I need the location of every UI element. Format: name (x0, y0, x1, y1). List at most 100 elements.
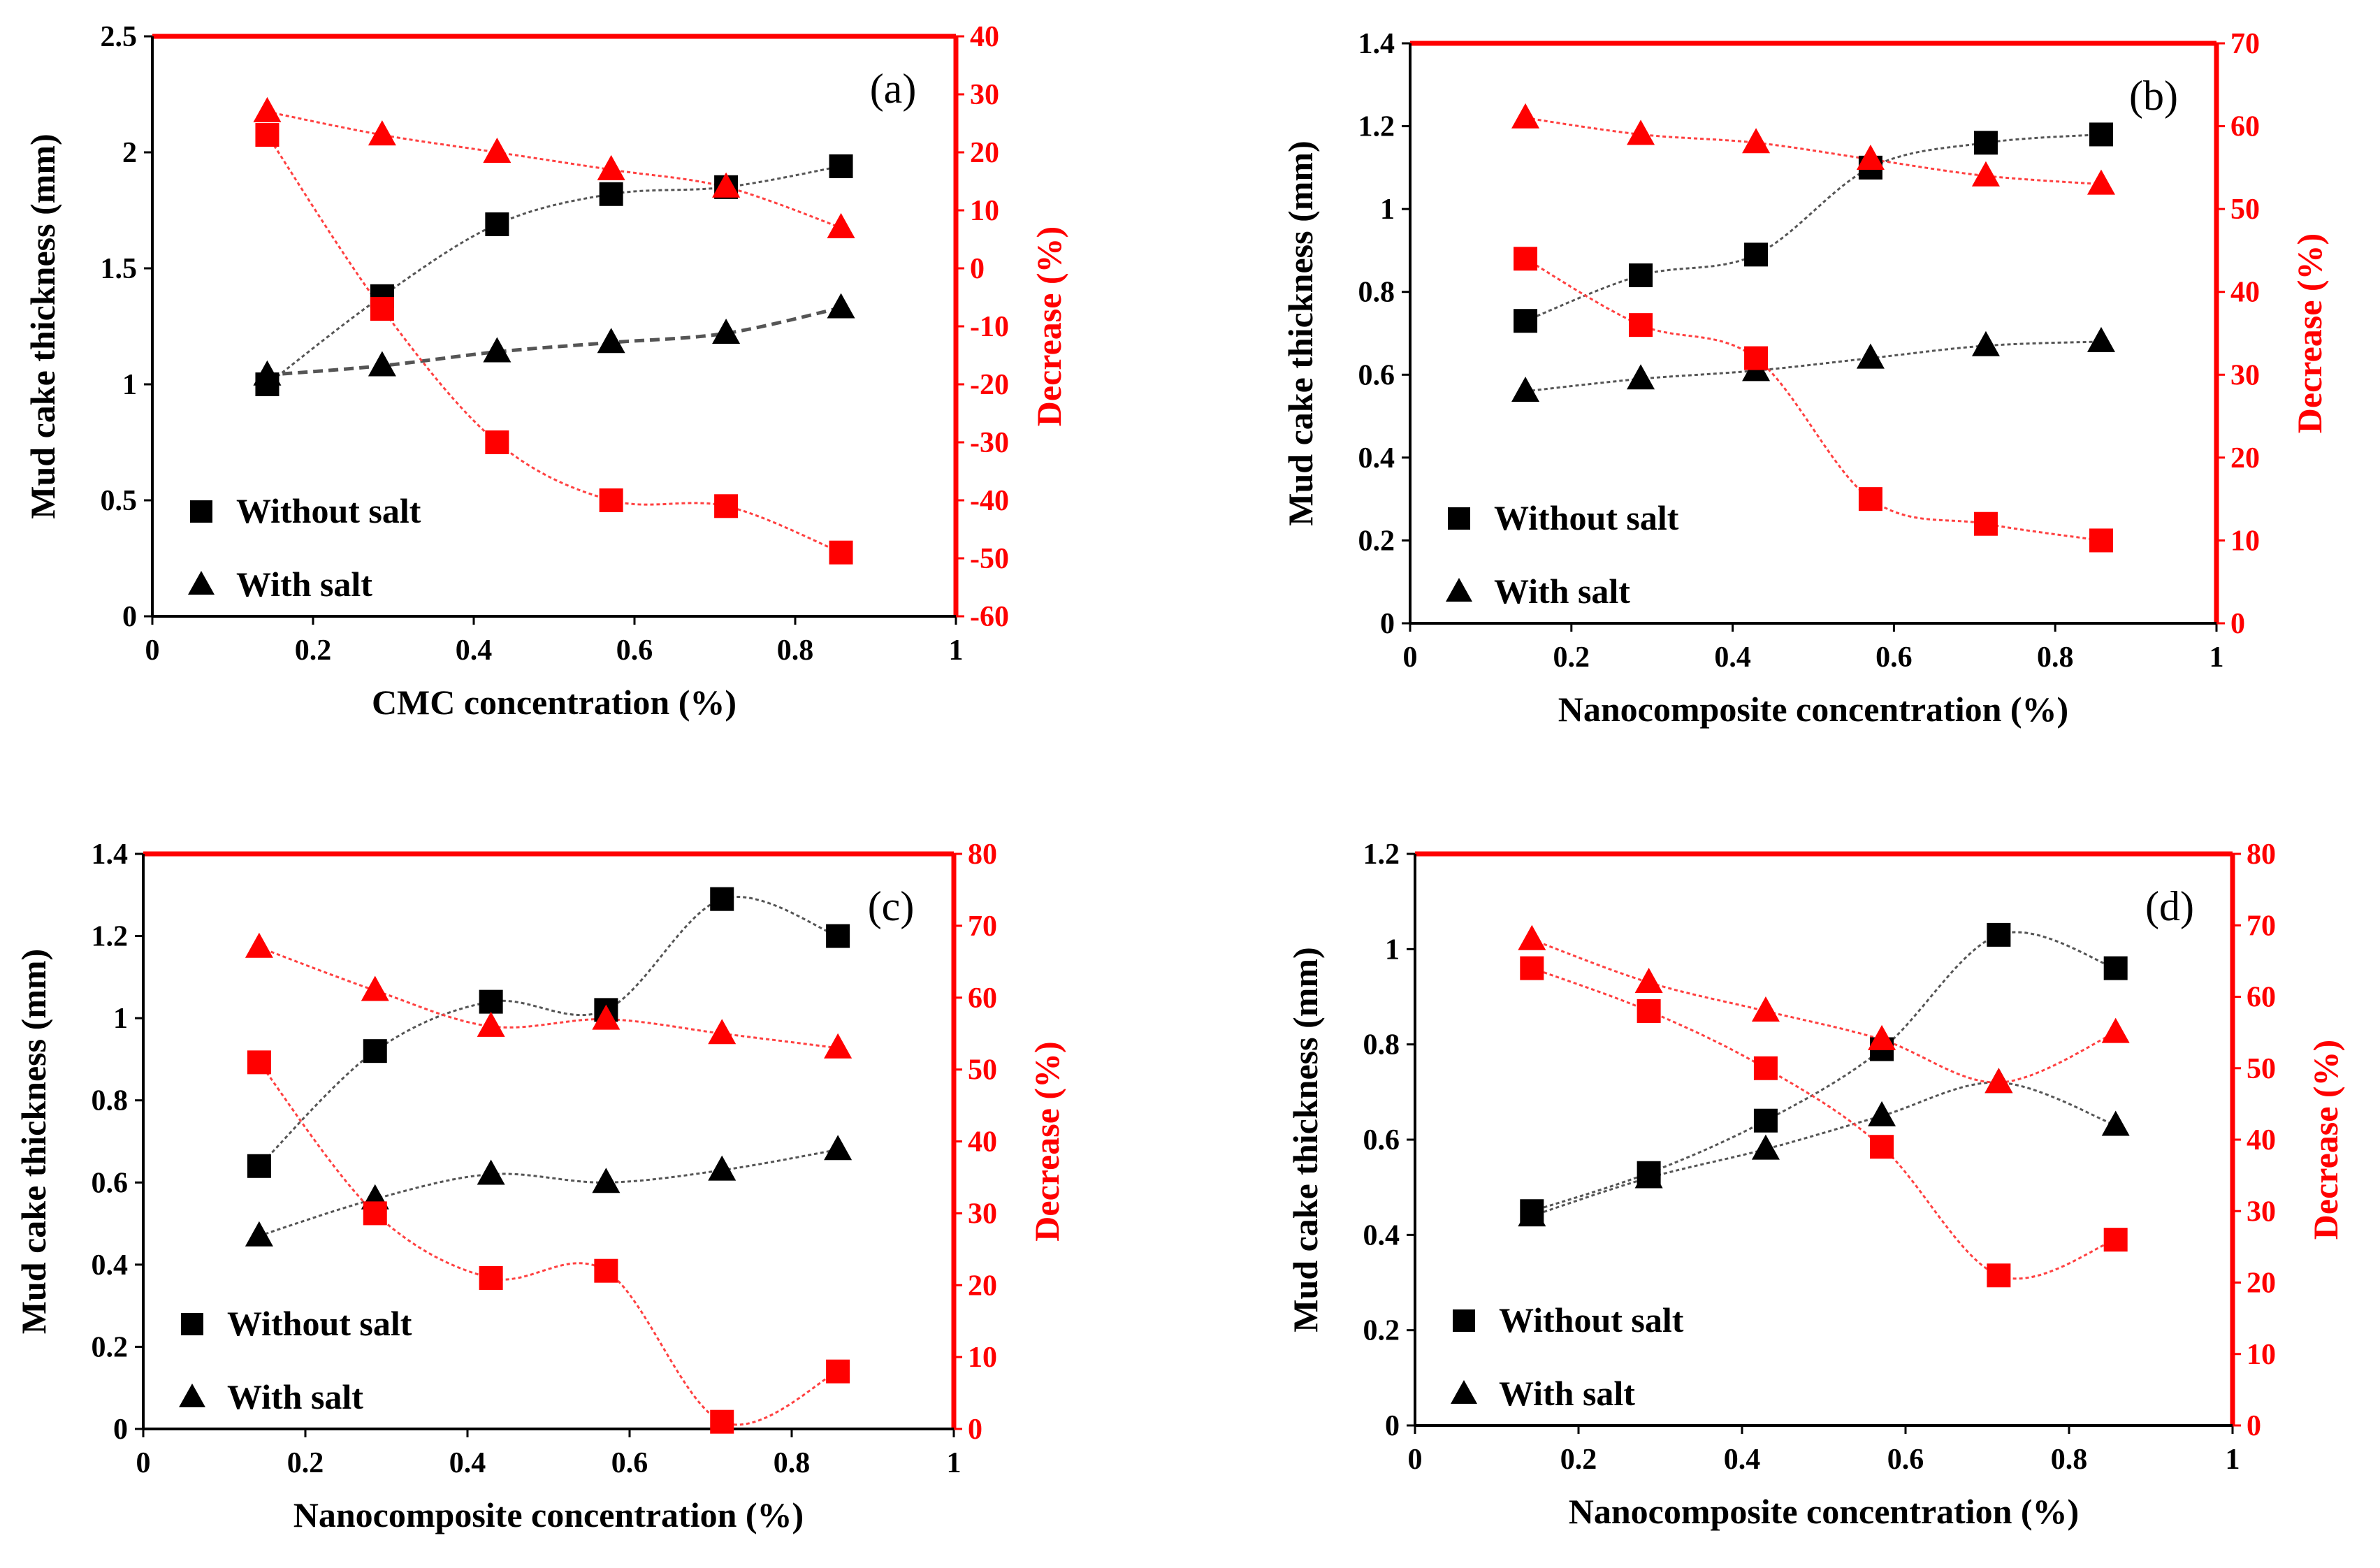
x-tick-label: 1 (2210, 641, 2224, 674)
data-point-square (255, 123, 280, 147)
data-point-square (1753, 1056, 1778, 1080)
trend-line (258, 1061, 839, 1426)
y2-tick-label: 50 (2230, 194, 2260, 226)
panel-label: (d) (2145, 883, 2194, 929)
data-point-triangle (2101, 1017, 2130, 1043)
data-point-triangle (2101, 1110, 2130, 1136)
data-point-square (1744, 242, 1769, 267)
data-point-square (1973, 511, 1998, 536)
y2-axis-title: Decrease (%) (1029, 226, 1068, 426)
data-point-triangle (1518, 924, 1546, 950)
data-point-triangle (592, 1168, 621, 1193)
y-tick-label: 1.4 (1358, 28, 1395, 60)
y-tick-label: 0.6 (1363, 1124, 1400, 1156)
legend-marker-triangle (1451, 1380, 1477, 1404)
data-point-square (1753, 1108, 1778, 1133)
y2-tick-label: 10 (2230, 525, 2260, 557)
x-tick-label: 0.8 (777, 634, 814, 667)
panel-label: (b) (2129, 73, 2178, 119)
x-tick-label: 0 (136, 1447, 151, 1479)
y-tick-label: 1 (1385, 934, 1400, 966)
y-tick-label: 0.6 (1358, 359, 1395, 391)
data-point-triangle (368, 351, 396, 377)
y-tick-label: 0.2 (1358, 525, 1395, 557)
y-tick-label: 1.2 (1363, 839, 1400, 871)
x-tick-label: 0.8 (774, 1447, 811, 1479)
data-point-triangle (1627, 119, 1655, 145)
data-point-triangle (1511, 103, 1540, 129)
y2-tick-label: 30 (2230, 359, 2260, 391)
y2-tick-label: 20 (968, 1270, 997, 1302)
trend-line (267, 305, 842, 377)
legend-marker-square (190, 500, 212, 523)
data-point-triangle (2087, 169, 2115, 195)
data-point-triangle (1751, 1134, 1780, 1160)
data-point-triangle (1511, 377, 1540, 402)
x-tick-label: 0.4 (1724, 1444, 1761, 1476)
y-axis-title: Mud cake thickness (mm) (1281, 140, 1320, 525)
x-tick-label: 0 (1403, 641, 1418, 674)
legend-marker-square (181, 1313, 203, 1335)
data-point-square (370, 297, 394, 321)
data-point-square (599, 488, 623, 512)
y2-tick-label: 60 (2247, 982, 2276, 1014)
legend-marker-triangle (1446, 578, 1472, 602)
legend-marker-square (1453, 1309, 1475, 1332)
trend-line (1531, 1081, 2117, 1217)
y-tick-label: 0.5 (101, 485, 138, 517)
data-point-square (710, 1409, 734, 1434)
data-point-triangle (1627, 364, 1655, 390)
data-point-square (485, 212, 509, 236)
trend-line (258, 896, 839, 1167)
chart-panel-b: 0 0.2 0.4 0.6 0.8 100.20.40.60.811.21.4010203… (1281, 28, 2329, 729)
data-point-triangle (483, 337, 511, 363)
data-point-square (485, 430, 509, 454)
y2-tick-label: 50 (2247, 1053, 2276, 1085)
y2-tick-label: 80 (2247, 839, 2276, 871)
y2-tick-label: 40 (2230, 277, 2260, 309)
data-point-square (479, 1265, 503, 1290)
y-tick-label: 0.2 (92, 1331, 129, 1363)
data-point-triangle (824, 1135, 852, 1161)
x-tick-label: 0.2 (287, 1447, 324, 1479)
y2-tick-label: -40 (970, 485, 1009, 517)
x-axis-title: CMC concentration (%) (372, 683, 737, 722)
data-point-square (1629, 313, 1653, 337)
legend-label-with-salt: With salt (1499, 1374, 1635, 1413)
data-point-square (1514, 309, 1538, 333)
y-tick-label: 0.8 (92, 1085, 129, 1117)
y-axis-title: Mud cake thickness (mm) (1286, 947, 1325, 1332)
data-point-triangle (1634, 1163, 1663, 1189)
data-point-triangle (2087, 326, 2115, 352)
data-point-triangle (824, 1033, 852, 1059)
y-tick-label: 1.2 (92, 921, 129, 953)
y-tick-label: 0.4 (92, 1249, 129, 1282)
x-axis-title: Nanocomposite concentration (%) (293, 1495, 804, 1534)
data-point-triangle (827, 212, 855, 238)
x-tick-label: 0.4 (1714, 641, 1751, 674)
y-tick-label: 1.2 (1358, 111, 1395, 143)
data-point-square (247, 1050, 271, 1075)
legend-label-without-salt: Without salt (1494, 498, 1679, 537)
data-point-square (710, 887, 734, 911)
chart-panel-d: 0 0.2 0.4 0.6 0.8 100.20.40.60.811.2010203040… (1286, 839, 2345, 1531)
y2-axis-title: Decrease (%) (2306, 1040, 2345, 1240)
y-tick-label: 1 (1380, 194, 1395, 226)
legend-label-with-salt: With salt (1494, 572, 1630, 611)
y-tick-label: 1.4 (92, 839, 129, 871)
trend-line (1525, 117, 2102, 186)
data-point-square (826, 924, 850, 948)
trend-line (1531, 938, 2117, 1084)
data-point-triangle (712, 172, 741, 198)
x-tick-label: 0.4 (449, 1447, 486, 1479)
y-tick-label: 1 (113, 1003, 128, 1035)
data-point-triangle (253, 360, 282, 386)
data-point-triangle (245, 1221, 273, 1247)
x-tick-label: 1 (947, 1447, 962, 1479)
data-point-triangle (1868, 1101, 1896, 1126)
data-point-square (247, 1154, 271, 1178)
data-point-triangle (592, 1004, 621, 1030)
x-tick-label: 0.6 (1875, 641, 1913, 674)
